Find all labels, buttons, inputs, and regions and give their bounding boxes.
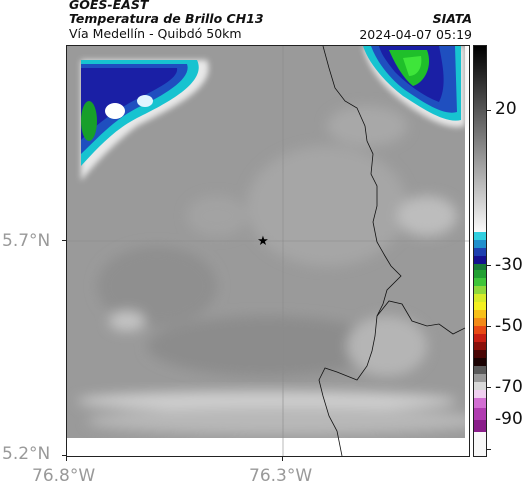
colorbar-label-minus70: -70 — [495, 377, 523, 397]
satellite-name: GOES-EAST — [69, 0, 149, 12]
no-data-right — [465, 46, 469, 456]
bottom-band — [77, 391, 469, 435]
lat-tick-5-2 — [62, 455, 67, 456]
no-data-bottom — [67, 438, 469, 456]
secondary-boundary — [376, 300, 466, 335]
colorbar-label-minus90: -90 — [495, 409, 523, 429]
lon-label-76-3: 76.3°W — [249, 466, 313, 486]
colorbar-label-20: 20 — [495, 99, 517, 119]
lon-tick-76-8 — [66, 456, 67, 461]
colorbar-gradient — [474, 46, 486, 456]
texture-layer — [97, 106, 457, 376]
datetime-label: 2024-04-07 05:19 — [359, 27, 472, 42]
cold-cloud-top-left — [81, 60, 209, 181]
title-block: GOES-EAST Temperatura de Brillo CH13 Vía… — [69, 0, 264, 41]
colorbar-tick-m50 — [486, 326, 491, 327]
product-title: Temperatura de Brillo CH13 — [69, 11, 264, 26]
organization-label: SIATA — [432, 11, 472, 26]
org-block: SIATA 2024-04-07 05:19 — [359, 12, 472, 42]
colorbar-tick-20 — [486, 110, 491, 111]
colorbar-tick-m30 — [486, 265, 491, 266]
satellite-map[interactable]: ★ — [66, 45, 470, 457]
lon-label-76-8: 76.8°W — [32, 466, 96, 486]
map-canvas: ★ — [67, 46, 469, 456]
colorbar — [473, 45, 487, 457]
colorbar-label-minus50: -50 — [495, 316, 523, 336]
location-star-icon: ★ — [257, 234, 269, 249]
department-boundary — [318, 46, 402, 456]
colorbar-tick-m90 — [486, 449, 491, 450]
region-label: Vía Medellín - Quibdó 50km — [69, 26, 242, 41]
lat-label-5-2: 5.2°N — [2, 444, 51, 464]
cold-cloud-top-right — [363, 46, 465, 127]
lat-tick-5-7 — [62, 240, 67, 241]
colorbar-label-minus30: -30 — [495, 255, 523, 275]
lon-tick-76-3 — [282, 456, 283, 461]
lat-label-5-7: 5.7°N — [2, 231, 51, 251]
colorbar-tick-m70 — [486, 387, 491, 388]
